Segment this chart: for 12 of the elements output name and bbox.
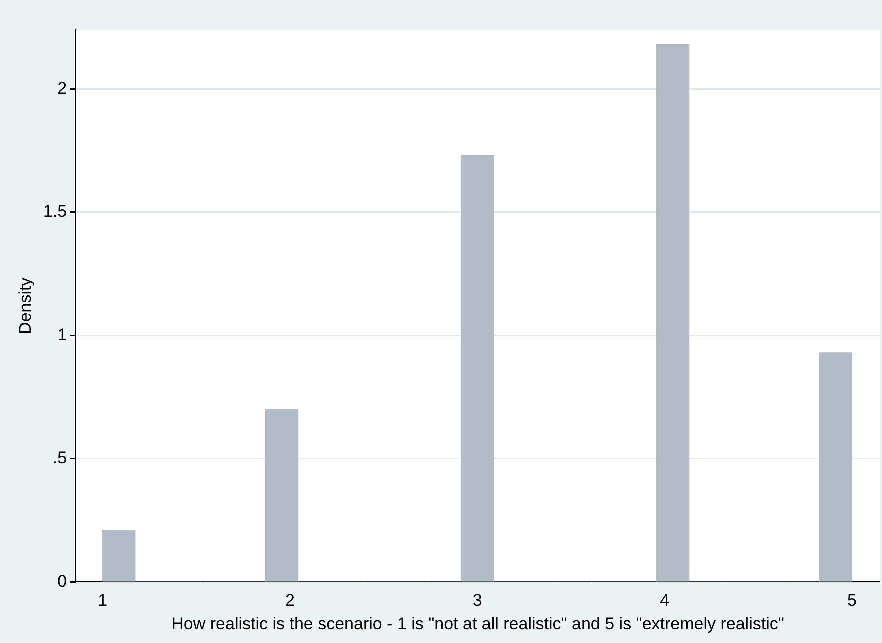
x-axis-title: How realistic is the scenario - 1 is "not at all realistic" and 5 is "extremely realistic" — [172, 614, 784, 634]
x-tick-label: 1 — [98, 591, 108, 610]
x-tick-label: 5 — [848, 591, 858, 610]
y-axis-title: Density — [16, 277, 35, 334]
x-tick-label: 3 — [472, 591, 482, 610]
x-tick-label: 4 — [660, 591, 670, 610]
y-tick-label: 0 — [58, 572, 68, 591]
y-tick-label: .5 — [52, 448, 68, 468]
y-tick-label: 2 — [58, 78, 68, 98]
y-tick-label: 1 — [58, 325, 68, 344]
y-tick-label: 1.5 — [43, 202, 68, 222]
x-tick-label: 2 — [285, 591, 295, 610]
